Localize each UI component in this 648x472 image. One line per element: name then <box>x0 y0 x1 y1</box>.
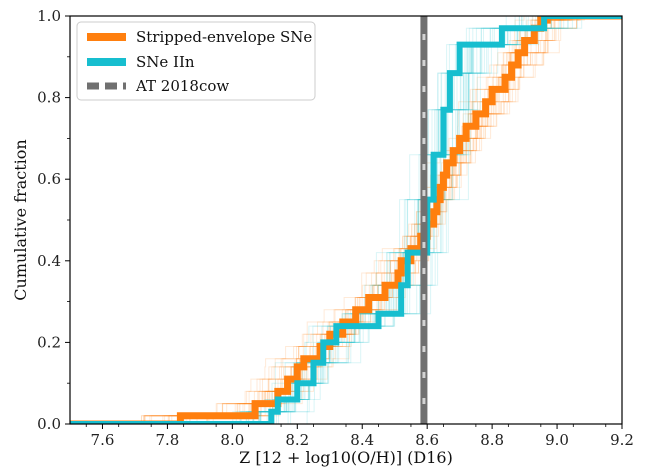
x-tick-label: 8.6 <box>415 431 439 449</box>
y-tick-label: 0.4 <box>37 252 61 270</box>
bootstrap-curve <box>70 16 622 424</box>
y-tick-label: 0.8 <box>37 89 61 107</box>
legend: Stripped-envelope SNe SNe IIn AT 2018cow <box>76 21 316 101</box>
y-axis-label: Cumulative fraction <box>11 139 30 300</box>
x-tick-label: 8.0 <box>220 431 244 449</box>
bootstrap-curve <box>70 16 622 424</box>
legend-frame <box>76 21 316 101</box>
series-line-sne-iin <box>70 16 622 424</box>
x-tick-label: 7.8 <box>155 431 179 449</box>
y-tick-label: 1.0 <box>37 7 61 25</box>
y-tick-label: 0.6 <box>37 170 61 188</box>
bootstrap-curve <box>70 16 622 424</box>
bootstrap-curve <box>70 16 622 424</box>
x-tick-label: 8.4 <box>350 431 374 449</box>
y-tick-label: 0.0 <box>37 415 61 433</box>
series-line-stripped-envelope-sne <box>70 16 622 424</box>
legend-label-sne-iin: SNe IIn <box>136 53 195 71</box>
bootstrap-curve <box>70 16 622 424</box>
legend-label-stripped-envelope: Stripped-envelope SNe <box>136 28 312 46</box>
x-tick-label: 7.6 <box>91 431 115 449</box>
x-tick-label: 8.8 <box>480 431 504 449</box>
x-axis-label: Z [12 + log10(O/H)] (D16) <box>239 448 453 467</box>
x-tick-label: 9.2 <box>610 431 634 449</box>
legend-label-at2018cow: AT 2018cow <box>135 77 229 95</box>
y-tick-label: 0.2 <box>37 333 61 351</box>
ticks: 7.6 7.8 8.0 8.2 8.4 8.6 8.8 9.0 9.2 0.0 0.2 0.4 0.6 0… <box>37 7 634 449</box>
x-tick-label: 8.2 <box>285 431 309 449</box>
series-layer <box>70 16 622 424</box>
x-tick-label: 9.0 <box>545 431 569 449</box>
